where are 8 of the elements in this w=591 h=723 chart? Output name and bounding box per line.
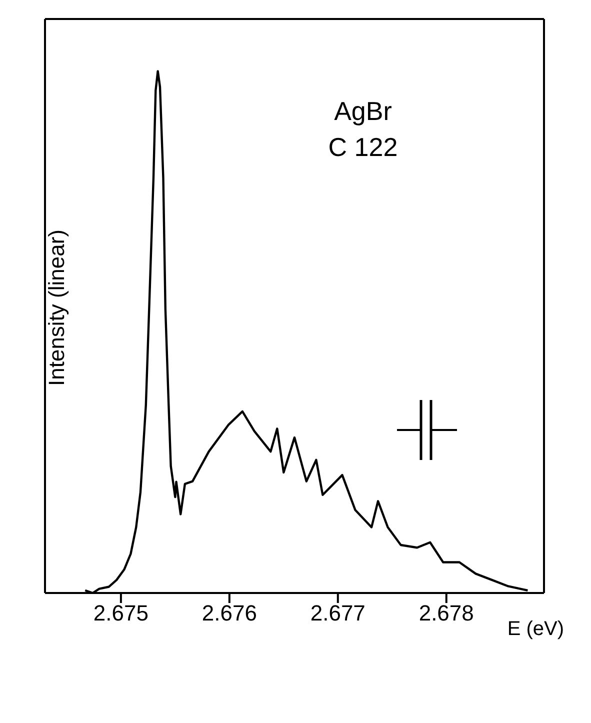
annotation: C 122 xyxy=(327,132,399,163)
x-axis-title: E (eV) xyxy=(507,618,564,640)
x-tick-label: 2.675 xyxy=(93,600,148,626)
x-tick-label: 2.676 xyxy=(202,600,257,626)
annotation: AgBr xyxy=(333,96,393,127)
x-tick-label: 2.677 xyxy=(310,600,366,626)
y-axis-title: Intensity (linear) xyxy=(44,229,69,386)
x-tick-label: 2.678 xyxy=(418,600,474,626)
